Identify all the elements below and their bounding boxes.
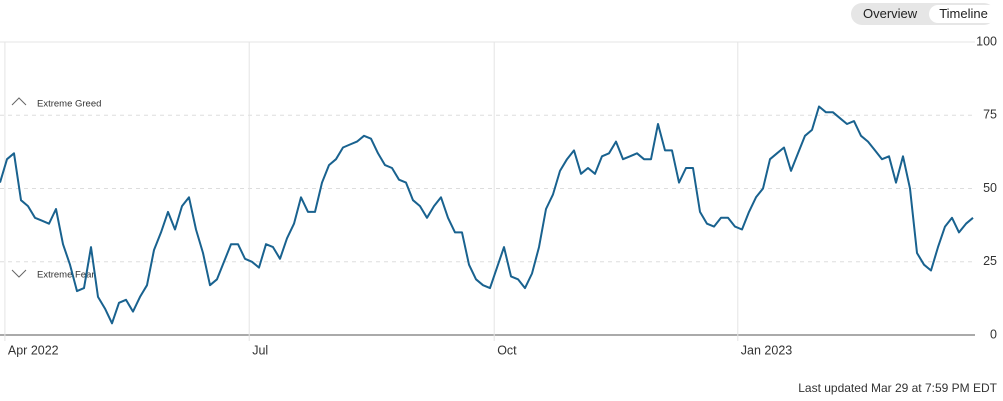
y-tick-label: 50 <box>983 181 997 195</box>
fear-icon <box>11 269 27 278</box>
y-tick-label: 75 <box>983 108 997 122</box>
view-toggle: Overview Timeline <box>851 3 998 25</box>
x-tick-label: Jul <box>252 343 268 357</box>
tab-timeline[interactable]: Timeline <box>929 5 998 23</box>
greed-icon <box>11 97 27 106</box>
tab-overview[interactable]: Overview <box>863 6 918 21</box>
x-tick-label: Jan 2023 <box>741 343 792 357</box>
y-tick-label: 25 <box>983 254 997 268</box>
y-tick-label: 0 <box>990 327 997 341</box>
annotation: Extreme Fear <box>37 270 95 281</box>
y-tick-label: 100 <box>976 34 997 48</box>
chart: Extreme Greed Extreme Fear 0 25 50 75 100 Apr… <box>0 34 997 357</box>
annotation: Extreme Greed <box>37 99 101 110</box>
x-tick-label: Apr 2022 <box>8 343 59 357</box>
line <box>0 105 974 325</box>
last-updated: Last updated Mar 29 at 7:59 PM EDT <box>798 381 997 395</box>
x-tick-label: Oct <box>497 343 517 357</box>
